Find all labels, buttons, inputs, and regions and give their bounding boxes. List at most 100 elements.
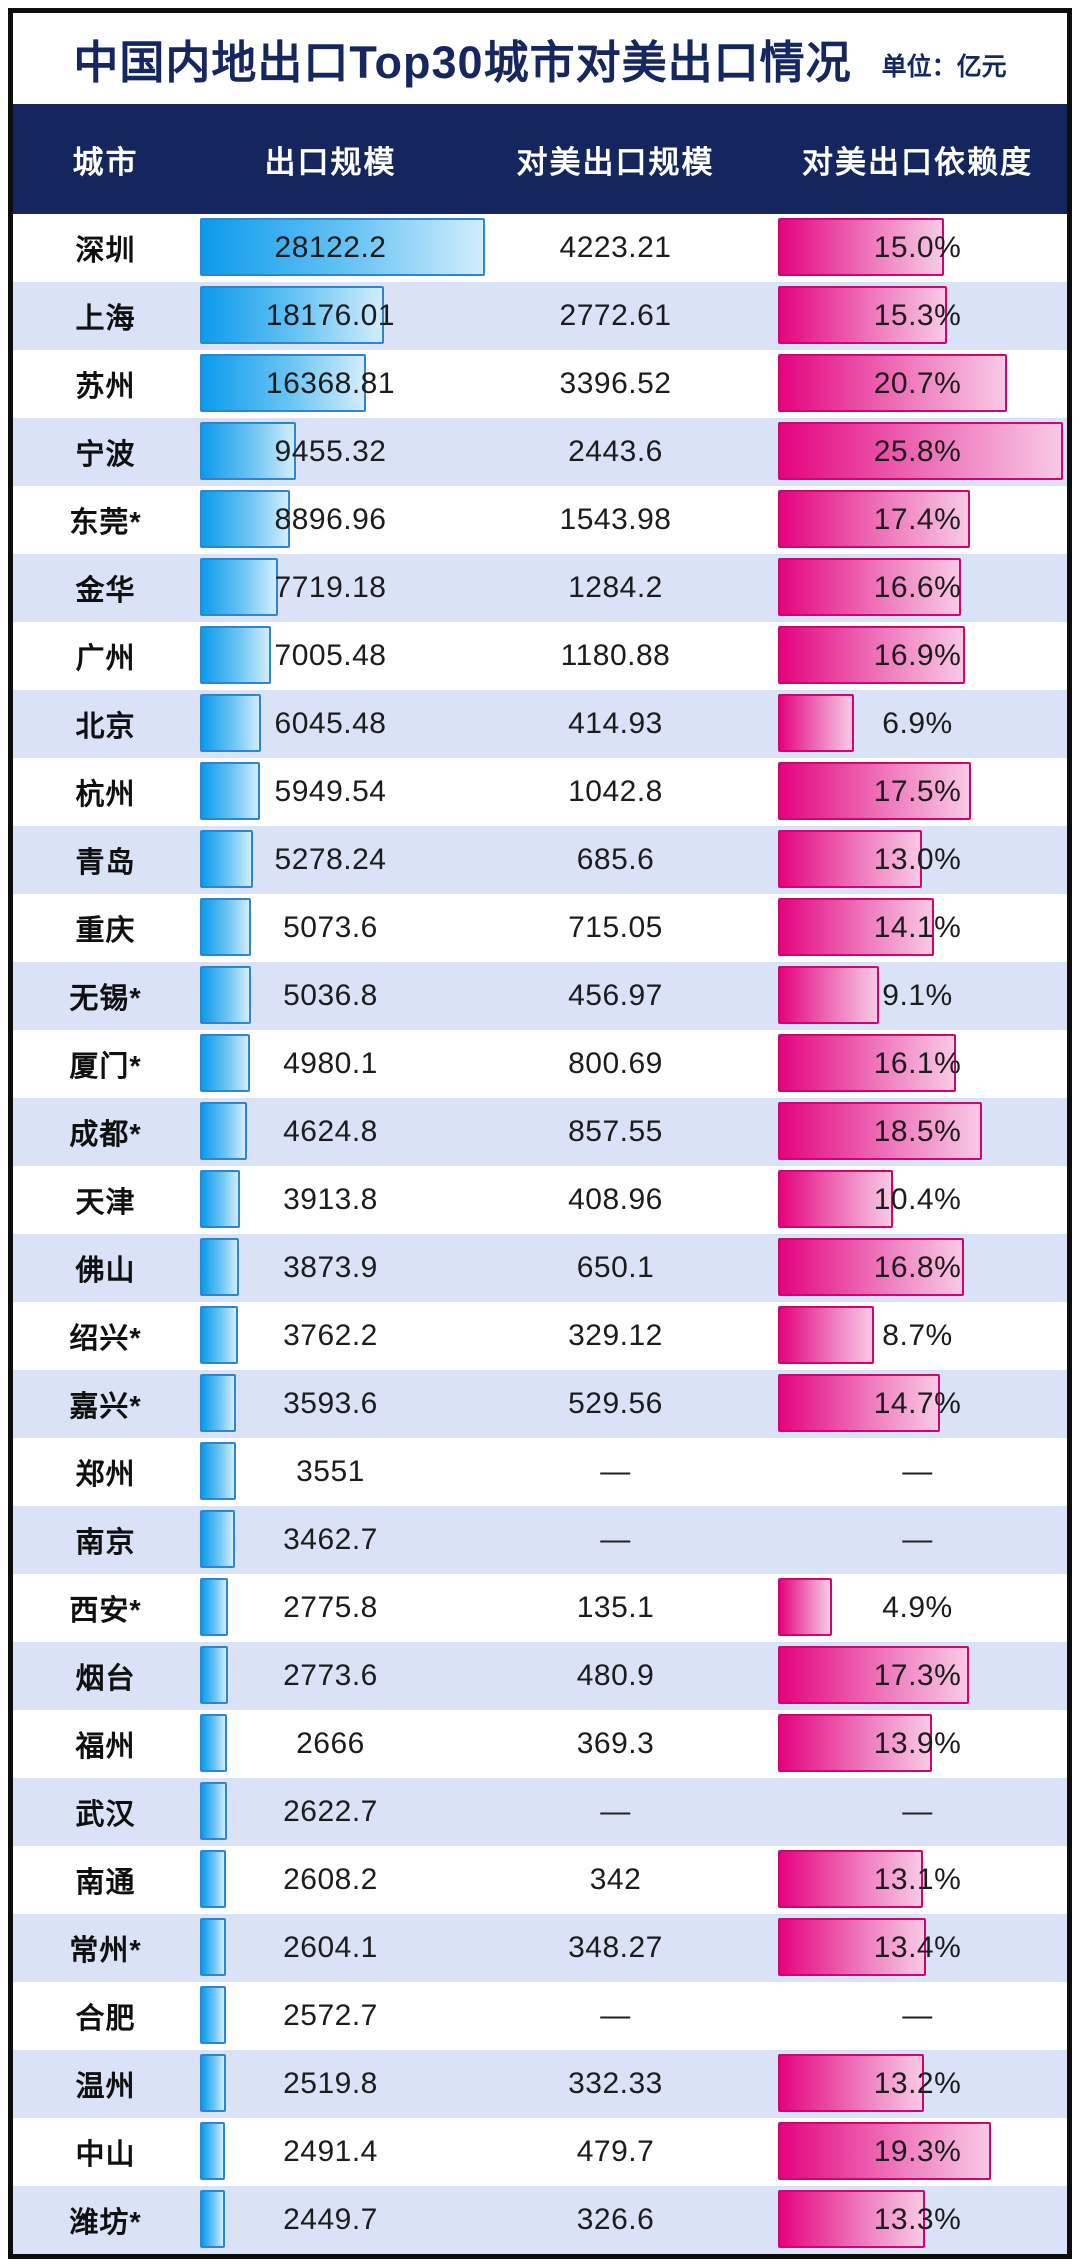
us-export-cell: — [463, 1506, 768, 1574]
city-cell: 南通 [13, 1846, 198, 1914]
export-bar [200, 1238, 239, 1296]
dependency-value: 20.7% [873, 367, 962, 400]
table-row: 烟台 2773.6 480.9 17.3% [13, 1642, 1067, 1710]
export-value: 9455.32 [274, 435, 387, 468]
city-name: 武汉 [75, 1799, 136, 1831]
dependency-bar [778, 1578, 832, 1636]
dependency-cell: — [768, 1778, 1067, 1846]
table-row: 杭州 5949.54 1042.8 17.5% [13, 758, 1067, 826]
us-export-value: 456.97 [568, 979, 663, 1012]
export-cell: 2773.6 [198, 1642, 463, 1710]
export-bar [200, 1986, 226, 2044]
dependency-cell: 16.6% [768, 554, 1067, 622]
dependency-value: 18.5% [873, 1115, 962, 1148]
city-name: 福州 [75, 1731, 136, 1763]
table-row: 厦门* 4980.1 800.69 16.1% [13, 1030, 1067, 1098]
export-value: 2622.7 [283, 1795, 378, 1828]
dependency-cell: — [768, 1982, 1067, 2050]
dependency-value: 15.3% [873, 299, 962, 332]
dependency-cell: 20.7% [768, 350, 1067, 418]
city-name: 佛山 [75, 1255, 136, 1287]
table-row: 东莞* 8896.96 1543.98 17.4% [13, 486, 1067, 554]
table-row: 南通 2608.2 342 13.1% [13, 1846, 1067, 1914]
city-cell: 苏州 [13, 350, 198, 418]
city-name: 杭州 [75, 779, 136, 811]
table-row: 重庆 5073.6 715.05 14.1% [13, 894, 1067, 962]
dependency-bar [778, 354, 1007, 412]
dependency-bar [778, 626, 965, 684]
export-value: 2572.7 [283, 1999, 378, 2032]
city-cell: 宁波 [13, 418, 198, 486]
us-export-value: 800.69 [568, 1047, 663, 1080]
export-cell: 8896.96 [198, 486, 463, 554]
us-export-cell: 1180.88 [463, 622, 768, 690]
city-name: 厦门* [69, 1051, 142, 1083]
dependency-value: 17.4% [873, 503, 962, 536]
export-cell: 3762.2 [198, 1302, 463, 1370]
export-bar [200, 490, 290, 548]
title-band: 中国内地出口Top30城市对美出口情况 单位：亿元 [13, 13, 1067, 104]
city-cell: 青岛 [13, 826, 198, 894]
dependency-cell: 13.1% [768, 1846, 1067, 1914]
export-value: 3762.2 [283, 1319, 378, 1352]
city-name: 温州 [75, 2071, 136, 2103]
city-name: 绍兴* [69, 1323, 142, 1355]
table-row: 无锡* 5036.8 456.97 9.1% [13, 962, 1067, 1030]
us-export-cell: 329.12 [463, 1302, 768, 1370]
export-cell: 4980.1 [198, 1030, 463, 1098]
city-cell: 烟台 [13, 1642, 198, 1710]
export-bar [200, 1782, 227, 1840]
dependency-value: 14.7% [873, 1387, 962, 1420]
export-cell: 3873.9 [198, 1234, 463, 1302]
us-export-cell: — [463, 1438, 768, 1506]
export-value: 4624.8 [283, 1115, 378, 1148]
us-export-value: 135.1 [576, 1591, 655, 1624]
export-value: 2608.2 [283, 1863, 378, 1896]
us-export-cell: 800.69 [463, 1030, 768, 1098]
dependency-cell: 6.9% [768, 690, 1067, 758]
dependency-cell: — [768, 1438, 1067, 1506]
export-bar [200, 626, 271, 684]
dependency-cell: 9.1% [768, 962, 1067, 1030]
export-bar [200, 830, 253, 888]
city-cell: 福州 [13, 1710, 198, 1778]
export-value: 2491.4 [283, 2135, 378, 2168]
us-export-cell: 1543.98 [463, 486, 768, 554]
export-value: 2773.6 [283, 1659, 378, 1692]
city-cell: 广州 [13, 622, 198, 690]
dependency-cell: 16.1% [768, 1030, 1067, 1098]
city-name: 青岛 [75, 847, 136, 879]
city-cell: 东莞* [13, 486, 198, 554]
export-bar [200, 1578, 228, 1636]
export-value: 2604.1 [283, 1931, 378, 1964]
page-title: 中国内地出口Top30城市对美出口情况 [73, 37, 852, 88]
export-bar [200, 966, 251, 1024]
export-value: 3593.6 [283, 1387, 378, 1420]
export-cell: 2519.8 [198, 2050, 463, 2118]
export-bar [200, 1374, 236, 1432]
dependency-bar [778, 694, 854, 752]
export-bar [200, 1646, 228, 1704]
dependency-value: 16.8% [873, 1251, 962, 1284]
city-cell: 重庆 [13, 894, 198, 962]
export-value: 2519.8 [283, 2067, 378, 2100]
us-export-value: 326.6 [576, 2203, 655, 2236]
dependency-bar [778, 2190, 925, 2248]
city-name: 嘉兴* [69, 1391, 142, 1423]
us-export-cell: 348.27 [463, 1914, 768, 1982]
table-row: 佛山 3873.9 650.1 16.8% [13, 1234, 1067, 1302]
table-row: 成都* 4624.8 857.55 18.5% [13, 1098, 1067, 1166]
table-row: 福州 2666 369.3 13.9% [13, 1710, 1067, 1778]
city-cell: 南京 [13, 1506, 198, 1574]
city-name: 常州* [69, 1935, 142, 1967]
export-cell: 2608.2 [198, 1846, 463, 1914]
us-export-cell: 2443.6 [463, 418, 768, 486]
dependency-bar [778, 1918, 926, 1976]
dependency-cell: 10.4% [768, 1166, 1067, 1234]
table-row: 苏州 16368.81 3396.52 20.7% [13, 350, 1067, 418]
dependency-bar [778, 422, 1063, 480]
dependency-cell: 13.9% [768, 1710, 1067, 1778]
table-row: 嘉兴* 3593.6 529.56 14.7% [13, 1370, 1067, 1438]
us-export-value: 342 [589, 1863, 642, 1896]
city-cell: 深圳 [13, 214, 198, 282]
